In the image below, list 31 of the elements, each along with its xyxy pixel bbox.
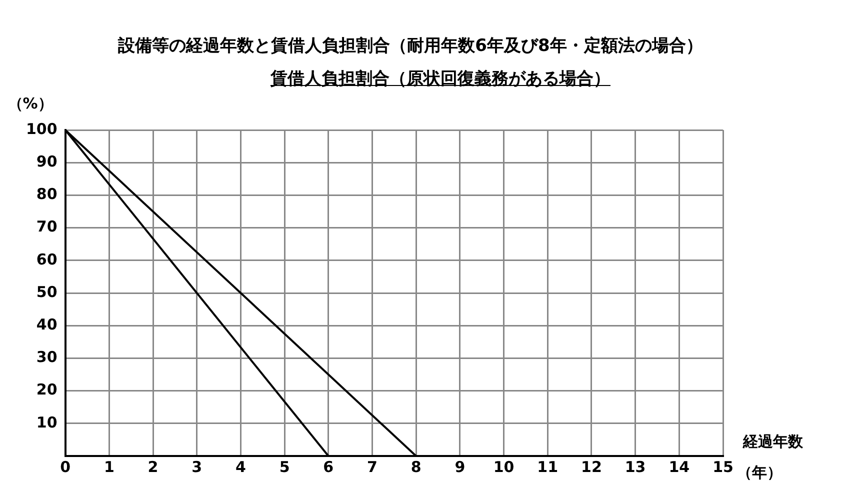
x-tick-label: 11: [537, 458, 558, 476]
x-tick-label: 4: [235, 458, 246, 476]
x-tick-label: 8: [410, 458, 422, 476]
x-tick-label: 14: [668, 458, 690, 476]
y-tick-label: 100: [26, 120, 58, 138]
x-tick-label: 12: [581, 458, 602, 476]
x-tick-label: 0: [60, 458, 71, 476]
x-tick-label: 15: [712, 458, 734, 476]
y-tick-label: 20: [36, 380, 58, 399]
x-tick-label: 6: [323, 458, 334, 476]
chart-subtitle: 賃借人負担割合（原状回復義務がある場合）: [270, 69, 610, 89]
x-tick-label: 3: [192, 458, 202, 476]
x-tick-label: 9: [454, 458, 466, 476]
x-tick-label: 1: [104, 458, 114, 476]
y-tick-label: 60: [36, 250, 58, 268]
chart-title: 設備等の経過年数と賃借人負担割合（耐用年数6年及び8年・定額法の場合）: [116, 35, 704, 57]
text: （年）: [737, 463, 782, 482]
x-tick-label: 5: [279, 458, 290, 476]
y-axis-title: （%）: [8, 94, 53, 112]
y-tick-label: 30: [36, 348, 58, 366]
x-tick-label: 2: [148, 458, 158, 476]
y-tick-label: 70: [36, 218, 58, 236]
y-tick-label: 80: [36, 185, 58, 204]
x-tick-label: 10: [493, 458, 514, 476]
y-tick-label: 10: [36, 413, 58, 432]
y-tick-label: 40: [36, 315, 58, 334]
x-tick-label: 13: [624, 458, 646, 476]
y-tick-label: 90: [36, 152, 58, 170]
x-axis-title: 経過年数: [742, 432, 804, 450]
y-tick-label: 50: [36, 282, 58, 301]
x-tick-label: 7: [367, 458, 378, 476]
